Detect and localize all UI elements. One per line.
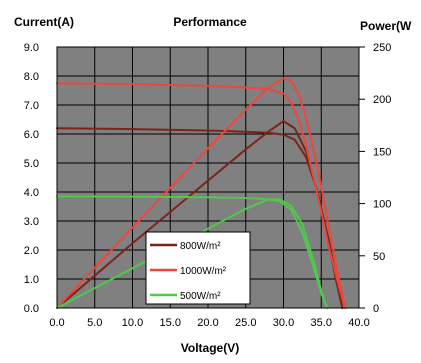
y-tick-label: 5.0 — [24, 158, 39, 170]
x-tick-label: 40.0 — [348, 317, 369, 329]
x-tick-label: 20.0 — [197, 317, 218, 329]
y2-tick-label: 100 — [373, 199, 391, 211]
y-tick-label: 4.0 — [24, 187, 39, 199]
y-tick-label: 3.0 — [24, 216, 39, 228]
y2-tick-label: 50 — [373, 251, 385, 263]
y-tick-label: 9.0 — [24, 42, 39, 54]
y-tick-label: 6.0 — [24, 129, 39, 141]
x-tick-label: 0.0 — [49, 317, 64, 329]
legend-label-1000: 1000W/m² — [180, 266, 227, 277]
y-tick-label: 2.0 — [24, 245, 39, 257]
y-tick-label: 0.0 — [24, 303, 39, 315]
y2-tick-label: 150 — [373, 146, 391, 158]
plot-frame — [56, 46, 360, 309]
series-line-current-1000 — [56, 82, 347, 309]
y-axis-title: Current(A) — [14, 15, 74, 29]
y2-tick-label: 200 — [373, 94, 391, 106]
x-tick-label: 5.0 — [87, 317, 102, 329]
y2-tick-label: 250 — [373, 42, 391, 54]
axis-layer: 0.0 5.0 10.0 15.0 20.0 25.0 30.0 35.0 40.0 0.0 1.0… — [24, 42, 392, 329]
y2-tick-label: 0 — [373, 303, 379, 315]
x-tick-label: 10.0 — [122, 317, 143, 329]
series-line-current-500 — [56, 195, 329, 309]
y-tick-label: 8.0 — [24, 71, 39, 83]
legend-label-800: 800W/m² — [180, 241, 221, 252]
y-tick-label: 1.0 — [24, 274, 39, 286]
grid-lines — [57, 47, 359, 308]
series-line-power-800 — [56, 120, 344, 309]
legend: 800W/m² 1000W/m² 500W/m² — [145, 231, 251, 305]
legend-label-500: 500W/m² — [180, 291, 221, 302]
x-tick-label: 30.0 — [273, 317, 294, 329]
y-tick-label: 7.0 — [24, 100, 39, 112]
x-tick-label: 35.0 — [311, 317, 332, 329]
y2-axis-title: Power(W — [360, 19, 412, 33]
x-tick-label: 25.0 — [235, 317, 256, 329]
series-line-power-1000 — [56, 77, 347, 309]
x-axis-title: Voltage(V) — [181, 341, 239, 355]
chart-title: Performance — [173, 15, 247, 29]
x-tick-label: 15.0 — [160, 317, 181, 329]
